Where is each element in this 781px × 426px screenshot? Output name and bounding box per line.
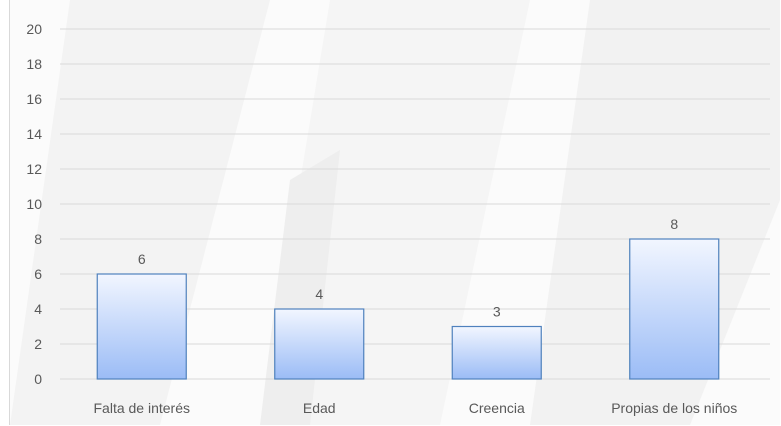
bar	[274, 308, 365, 380]
data-label: 6	[138, 251, 146, 267]
category-label: Creencia	[469, 400, 525, 416]
bar-chart: 0 2 4 6 8 10 12 14 16 18 20 6 4 3 8 Falta de interés E…	[10, 0, 780, 425]
y-tick-label: 4	[34, 301, 42, 317]
y-tick-label: 14	[26, 126, 42, 142]
y-tick-label: 16	[26, 91, 42, 107]
bars	[96, 238, 720, 380]
category-label: Edad	[303, 400, 336, 416]
category-label: Falta de interés	[94, 400, 191, 416]
data-label: 4	[315, 286, 323, 302]
y-tick-label: 20	[26, 21, 42, 37]
x-axis-categories: Falta de interés Edad Creencia Propias de l…	[94, 400, 738, 416]
bar	[451, 325, 542, 380]
chart-frame: 0 2 4 6 8 10 12 14 16 18 20 6 4 3 8 Falta de interés E…	[9, 0, 780, 425]
y-tick-label: 6	[34, 266, 42, 282]
bar	[629, 238, 720, 380]
y-tick-label: 0	[34, 371, 42, 387]
y-tick-label: 2	[34, 336, 42, 352]
data-label: 3	[493, 304, 501, 320]
y-axis-ticks: 0 2 4 6 8 10 12 14 16 18 20	[26, 21, 42, 387]
category-label: Propias de los niños	[611, 400, 737, 416]
y-tick-label: 8	[34, 231, 42, 247]
y-tick-label: 18	[26, 56, 42, 72]
y-tick-label: 12	[26, 161, 42, 177]
gridlines	[60, 28, 770, 380]
y-tick-label: 10	[26, 196, 42, 212]
data-label: 8	[670, 216, 678, 232]
data-labels: 6 4 3 8	[138, 216, 679, 320]
bar	[96, 273, 187, 380]
